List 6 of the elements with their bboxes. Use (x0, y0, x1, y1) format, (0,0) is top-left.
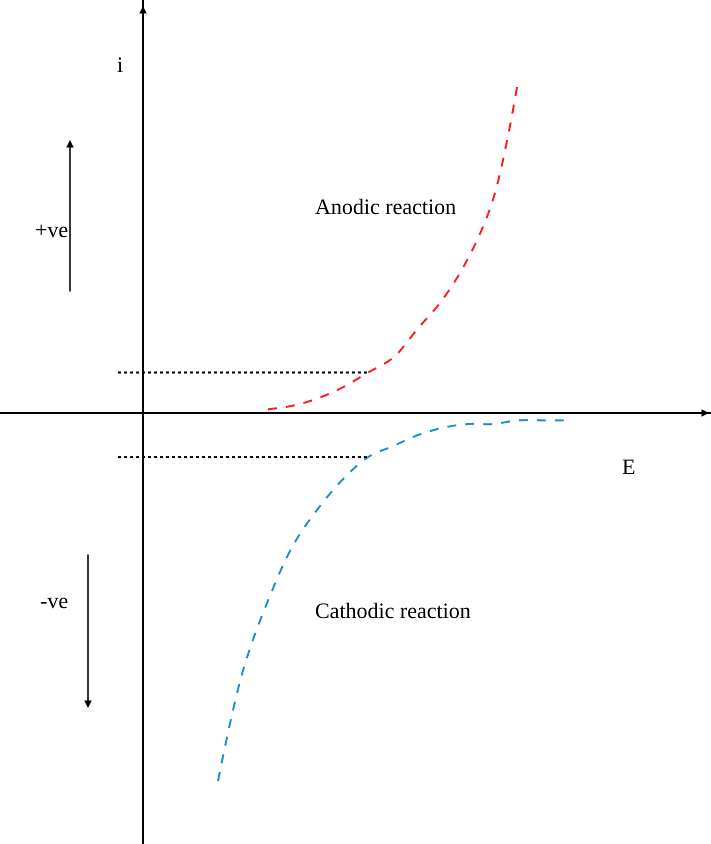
series-label: Anodic reaction (315, 194, 456, 219)
y-axis-title: i (117, 52, 124, 77)
annotation: -ve (40, 588, 68, 613)
series-label: Cathodic reaction (315, 598, 471, 623)
annotation: +ve (35, 217, 68, 242)
x-axis-title: E (622, 454, 636, 479)
